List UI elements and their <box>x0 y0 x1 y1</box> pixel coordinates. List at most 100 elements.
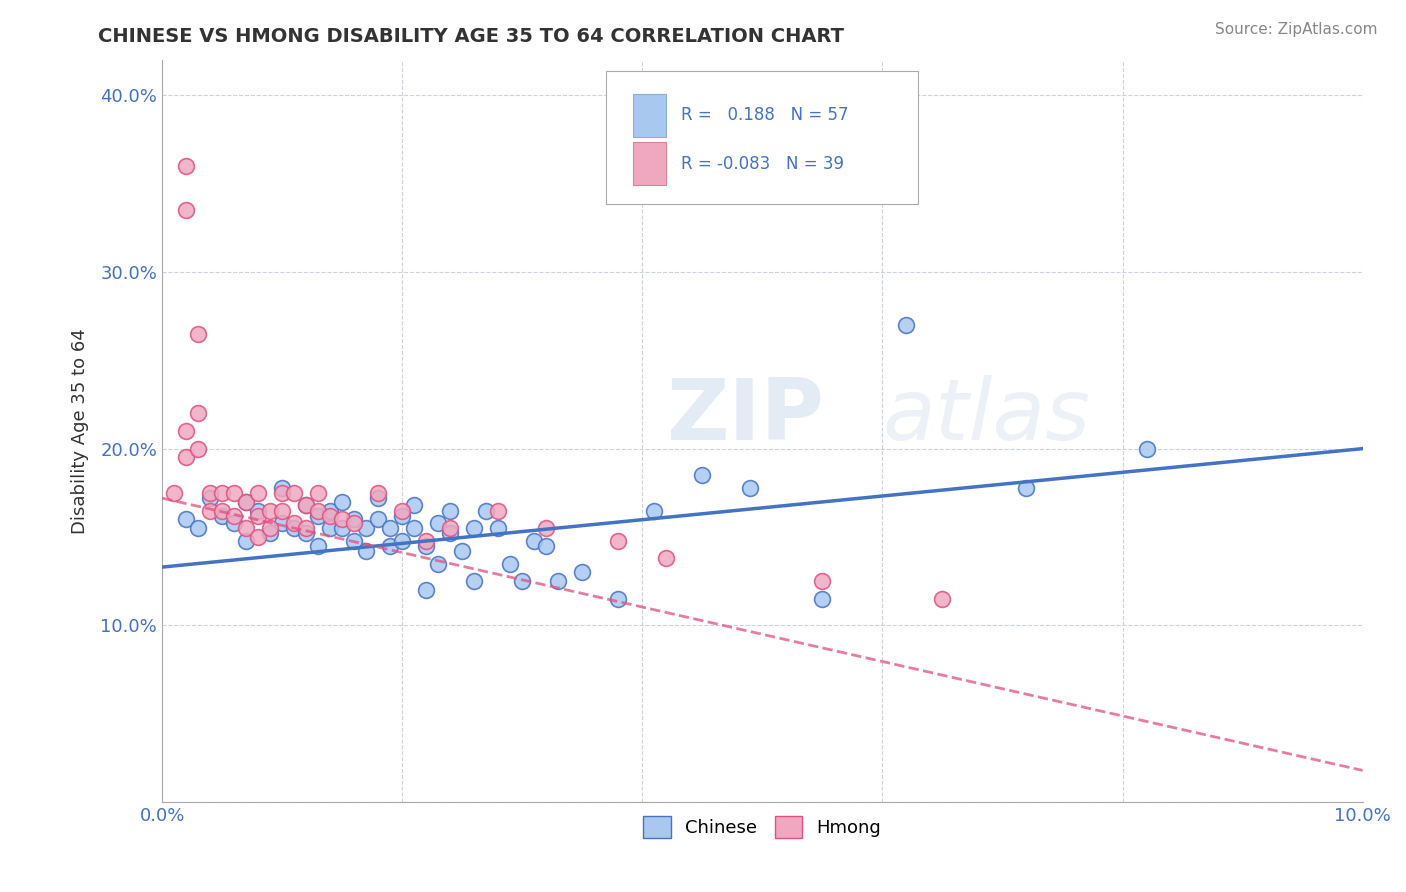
Point <box>536 521 558 535</box>
Point <box>235 494 257 508</box>
Point <box>307 539 329 553</box>
Point <box>319 521 342 535</box>
Point <box>692 468 714 483</box>
Point <box>415 533 437 548</box>
Point <box>343 516 366 530</box>
Point <box>198 503 221 517</box>
Point <box>235 533 257 548</box>
Point <box>427 516 450 530</box>
Point <box>607 533 630 548</box>
Point <box>931 591 953 606</box>
Text: ZIP: ZIP <box>666 375 824 458</box>
Point <box>319 508 342 523</box>
Point <box>486 521 509 535</box>
Point <box>224 516 246 530</box>
Point <box>404 521 426 535</box>
Point <box>224 485 246 500</box>
FancyBboxPatch shape <box>606 70 918 204</box>
Point <box>463 574 485 589</box>
Point <box>536 539 558 553</box>
Point <box>1135 442 1157 456</box>
Point <box>283 521 305 535</box>
Point <box>391 503 413 517</box>
Point <box>271 503 294 517</box>
Point <box>523 533 546 548</box>
Point <box>367 485 389 500</box>
Point <box>330 512 353 526</box>
Point <box>187 326 209 341</box>
Point <box>295 521 318 535</box>
Point <box>415 539 437 553</box>
Point <box>499 557 522 571</box>
Point <box>247 485 270 500</box>
Point <box>271 516 294 530</box>
Point <box>198 485 221 500</box>
Point <box>391 508 413 523</box>
Point <box>811 574 834 589</box>
Point <box>259 521 281 535</box>
Point <box>811 591 834 606</box>
Point <box>439 526 461 541</box>
Point <box>174 202 197 217</box>
Y-axis label: Disability Age 35 to 64: Disability Age 35 to 64 <box>72 328 89 533</box>
Point <box>224 508 246 523</box>
Point <box>354 521 377 535</box>
Point <box>439 521 461 535</box>
Text: atlas: atlas <box>883 375 1091 458</box>
Point <box>427 557 450 571</box>
Bar <box>633 94 666 136</box>
Point <box>295 526 318 541</box>
Point <box>247 503 270 517</box>
Text: Source: ZipAtlas.com: Source: ZipAtlas.com <box>1215 22 1378 37</box>
Point <box>343 533 366 548</box>
Point <box>1015 481 1038 495</box>
Point <box>439 503 461 517</box>
Legend: Chinese, Hmong: Chinese, Hmong <box>636 809 889 846</box>
Point <box>211 508 233 523</box>
Point <box>187 521 209 535</box>
Point <box>163 485 186 500</box>
Point <box>380 521 402 535</box>
Point <box>896 318 918 332</box>
Point <box>391 533 413 548</box>
Point <box>319 503 342 517</box>
Point <box>307 508 329 523</box>
Point <box>475 503 498 517</box>
Point <box>235 521 257 535</box>
Point <box>295 498 318 512</box>
Point <box>174 159 197 173</box>
Point <box>259 526 281 541</box>
Point <box>187 406 209 420</box>
Point <box>307 503 329 517</box>
Point <box>404 498 426 512</box>
Point <box>235 494 257 508</box>
Point <box>655 551 678 566</box>
Point <box>247 508 270 523</box>
Point <box>174 424 197 438</box>
Point <box>271 485 294 500</box>
Point <box>740 481 762 495</box>
Point <box>174 512 197 526</box>
Point <box>643 503 665 517</box>
Point <box>247 530 270 544</box>
Point <box>607 591 630 606</box>
Point <box>367 512 389 526</box>
Point <box>367 491 389 505</box>
Point <box>211 485 233 500</box>
Point <box>547 574 569 589</box>
Point <box>283 485 305 500</box>
Point <box>307 485 329 500</box>
Bar <box>633 142 666 186</box>
Text: R =   0.188   N = 57: R = 0.188 N = 57 <box>681 106 848 124</box>
Point <box>415 583 437 598</box>
Point <box>271 481 294 495</box>
Point <box>259 503 281 517</box>
Point <box>354 544 377 558</box>
Point <box>486 503 509 517</box>
Text: CHINESE VS HMONG DISABILITY AGE 35 TO 64 CORRELATION CHART: CHINESE VS HMONG DISABILITY AGE 35 TO 64… <box>98 27 845 45</box>
Point <box>174 450 197 465</box>
Point <box>187 442 209 456</box>
Point <box>198 491 221 505</box>
Point <box>295 498 318 512</box>
Point <box>463 521 485 535</box>
